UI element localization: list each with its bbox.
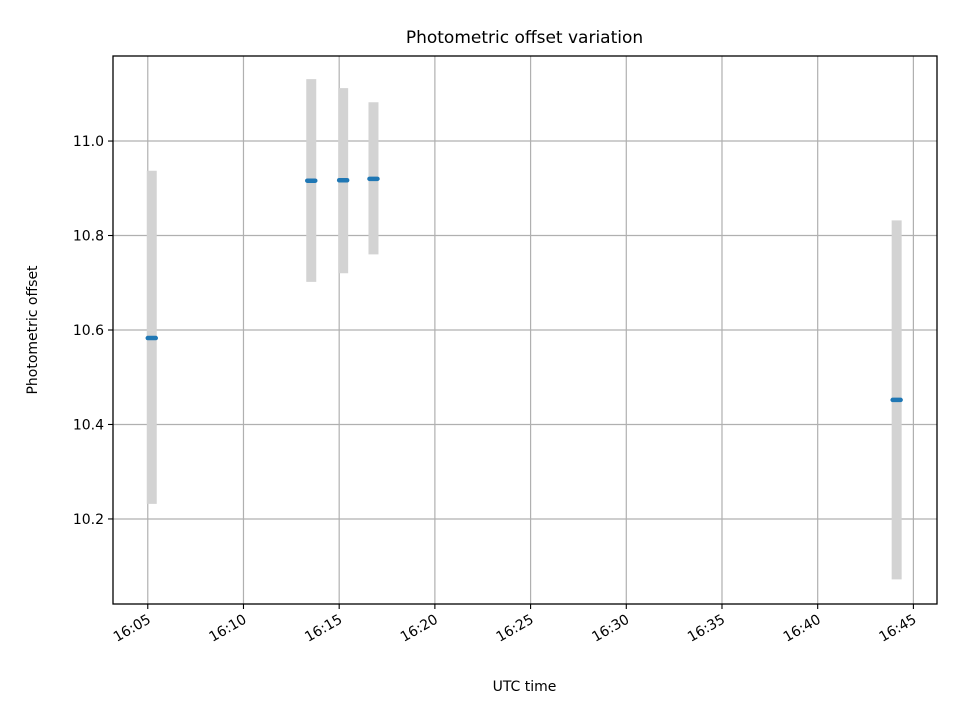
grid — [113, 56, 937, 604]
error-bars — [146, 79, 902, 580]
y-tick-label: 10.6 — [73, 323, 104, 339]
data-points — [145, 176, 903, 403]
x-tick-label: 16:20 — [398, 612, 441, 646]
y-axis-ticks: 10.2 10.4 10.6 10.8 11.0 — [73, 134, 113, 528]
y-tick-label: 11.0 — [73, 134, 104, 150]
y-tick-label: 10.2 — [73, 512, 104, 528]
x-axis-label: UTC time — [493, 679, 557, 695]
x-tick-label: 16:35 — [685, 612, 728, 646]
x-tick-label: 16:30 — [589, 612, 632, 646]
x-tick-label: 16:15 — [302, 612, 345, 646]
y-axis-label: Photometric offset — [25, 265, 41, 395]
y-tick-label: 10.8 — [73, 229, 104, 245]
chart-title: Photometric offset variation — [406, 28, 643, 48]
x-tick-label: 16:10 — [207, 612, 250, 646]
y-tick-label: 10.4 — [73, 417, 104, 433]
x-tick-label: 16:40 — [781, 612, 824, 646]
x-tick-label: 16:05 — [111, 612, 154, 646]
x-axis-ticks: 16:05 16:10 16:15 16:20 16:25 16:30 16:35 16:40… — [111, 604, 919, 646]
x-tick-label: 16:25 — [494, 612, 537, 646]
x-tick-label: 16:45 — [876, 612, 919, 646]
